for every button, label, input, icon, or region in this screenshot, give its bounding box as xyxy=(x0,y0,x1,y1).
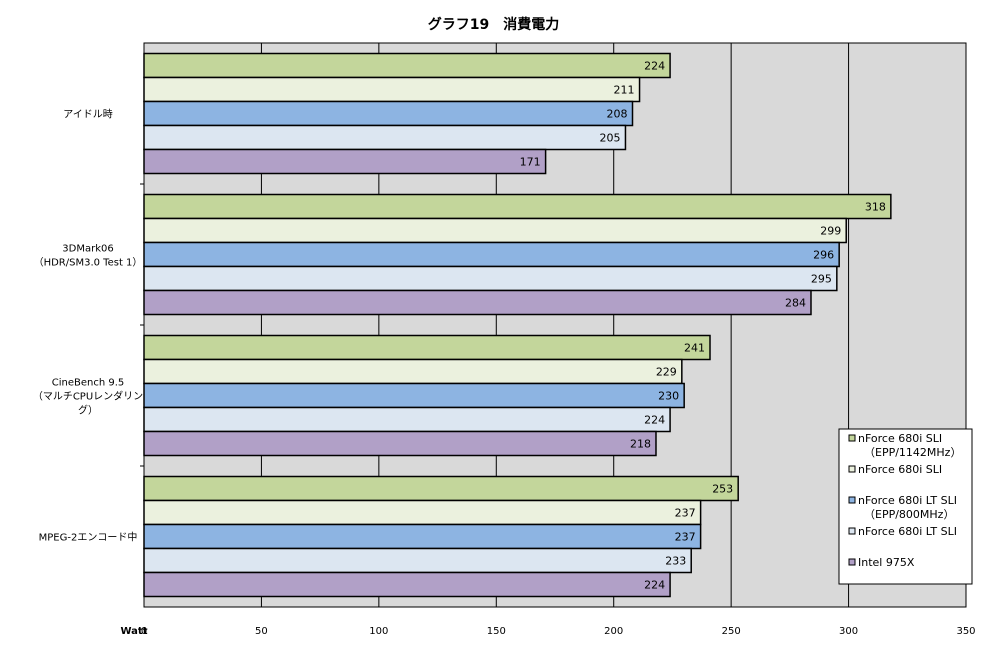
data-label: 253 xyxy=(712,483,733,496)
data-label: 241 xyxy=(684,342,705,355)
category-label: アイドル時 xyxy=(63,109,113,121)
legend-label: （EPP/1142MHz） xyxy=(864,446,961,459)
x-tick-label: 250 xyxy=(722,626,741,637)
category-label: CineBench 9.5 xyxy=(52,378,125,389)
bar xyxy=(143,358,683,385)
x-tick-label: 200 xyxy=(604,626,623,637)
bar xyxy=(143,499,702,526)
category-label: MPEG-2エンコード中 xyxy=(39,531,138,544)
data-label: 295 xyxy=(811,273,832,286)
data-label: 233 xyxy=(665,555,686,568)
data-label: 237 xyxy=(675,507,696,520)
data-label: 296 xyxy=(813,249,834,262)
legend-label: nForce 680i SLI xyxy=(858,432,942,445)
legend-box xyxy=(838,428,973,585)
x-axis-title: Watt xyxy=(121,626,148,637)
bar xyxy=(143,547,692,574)
x-tick-label: 100 xyxy=(369,626,388,637)
bar xyxy=(143,382,685,409)
data-label: 237 xyxy=(675,531,696,544)
legend-swatch xyxy=(848,496,856,504)
bar xyxy=(143,193,892,220)
legend-label: nForce 680i SLI xyxy=(858,463,942,476)
legend-swatch xyxy=(848,434,856,442)
bar xyxy=(143,241,840,268)
data-label: 224 xyxy=(644,414,665,427)
bar xyxy=(143,100,634,127)
legend-swatch xyxy=(848,465,856,473)
legend-label: nForce 680i LT SLI xyxy=(858,494,957,507)
bar xyxy=(143,523,702,550)
x-tick-label: 150 xyxy=(487,626,506,637)
bar xyxy=(143,406,671,433)
legend-label: （EPP/800MHz） xyxy=(864,508,954,521)
bar xyxy=(143,148,547,175)
data-label: 284 xyxy=(785,297,806,310)
x-tick-label: 0 xyxy=(141,626,147,637)
legend: nForce 680i SLI（EPP/1142MHz）nForce 680i … xyxy=(838,428,973,585)
data-label: 205 xyxy=(599,132,620,145)
legend-swatch xyxy=(848,558,856,566)
x-tick-label: 300 xyxy=(839,626,858,637)
bars: 224 211 208 205 171 318 299 296 295 284 241 229 230 2… xyxy=(143,52,892,598)
data-label: 224 xyxy=(644,579,665,592)
axes: 0 50 100 150 200 250 300 350 Watt アイドル時 3DMark06 （H… xyxy=(33,42,976,637)
data-label: 229 xyxy=(656,366,677,379)
bar xyxy=(143,124,627,151)
legend-swatch xyxy=(848,527,856,535)
category-label: グ） xyxy=(78,404,98,417)
bar xyxy=(143,217,847,244)
bar xyxy=(143,475,739,502)
bar xyxy=(143,430,657,457)
bar xyxy=(143,289,812,316)
x-tick-label: 50 xyxy=(255,626,268,637)
category-label: （マルチCPUレンダリン xyxy=(33,390,143,403)
legend-label: nForce 680i LT SLI xyxy=(858,525,957,538)
bar xyxy=(143,265,838,292)
data-label: 171 xyxy=(520,156,541,169)
data-label: 211 xyxy=(614,84,635,97)
data-label: 230 xyxy=(658,390,679,403)
bar xyxy=(143,52,671,79)
bar xyxy=(143,76,641,103)
x-tick-label: 350 xyxy=(956,626,975,637)
data-label: 299 xyxy=(820,225,841,238)
bar xyxy=(143,334,711,361)
bar xyxy=(143,571,671,598)
data-label: 224 xyxy=(644,60,665,73)
legend-label: Intel 975X xyxy=(858,556,915,569)
category-label: （HDR/SM3.0 Test 1） xyxy=(34,257,143,269)
category-label: 3DMark06 xyxy=(62,244,113,255)
data-label: 208 xyxy=(607,108,628,121)
data-label: 318 xyxy=(865,201,886,214)
chart-title: グラフ19 消費電力 xyxy=(427,17,560,33)
data-label: 218 xyxy=(630,438,651,451)
